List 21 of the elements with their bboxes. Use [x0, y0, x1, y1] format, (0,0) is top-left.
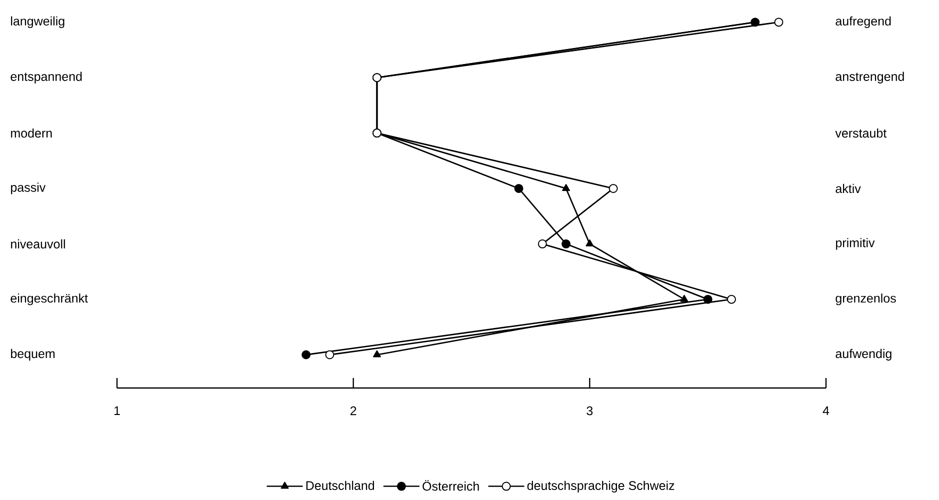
- y-tick-label: eingeschränkt: [10, 293, 88, 306]
- y-tick-label: langweilig: [11, 16, 64, 28]
- x-tick-label: 2: [350, 406, 356, 416]
- legend-label: Deutschland: [306, 480, 374, 490]
- y2-tick-label: aufwendig: [836, 348, 892, 361]
- y2-tick-label: aktiv: [836, 184, 861, 194]
- y-tick-label: bequem: [11, 348, 55, 361]
- y-tick-label: modern: [11, 128, 52, 138]
- y-tick-label: entspannend: [10, 72, 82, 84]
- y2-tick-label: verstaubt: [835, 128, 887, 138]
- y2-tick-label: anstrengend: [836, 72, 904, 84]
- legend-label: deutschsprachige Schweiz: [527, 480, 674, 492]
- y2-tick-label: primitiv: [836, 238, 875, 250]
- legend-label: Österreich: [422, 480, 479, 491]
- y-tick-label: passiv: [11, 182, 46, 194]
- y-tick-label: niveauvoll: [11, 239, 65, 248]
- y2-tick-label: grenzenlos: [836, 293, 896, 306]
- x-tick-label: 4: [822, 406, 830, 415]
- x-tick-label: 3: [586, 406, 593, 416]
- y2-tick-label: aufregend: [836, 16, 891, 28]
- x-tick-label: 1: [114, 406, 120, 415]
